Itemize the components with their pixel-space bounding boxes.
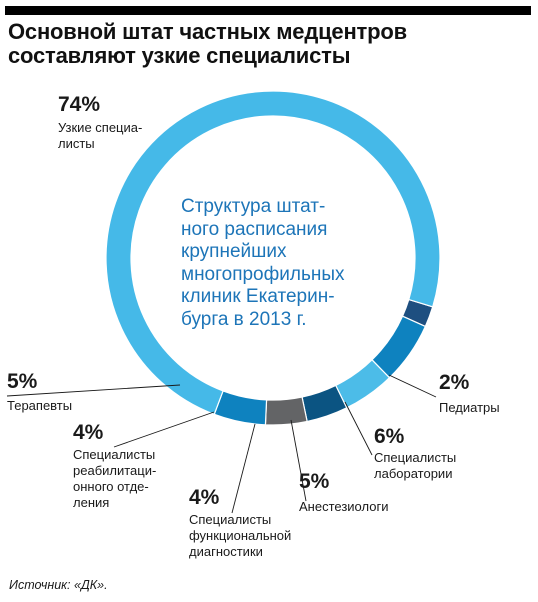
center-caption-line: ного расписания [181,218,328,240]
slice-category-label: функциональной [189,528,291,543]
slice-category-label: Специалисты [189,512,271,527]
donut-center-caption: Структура штат- ного расписания крупнейш… [181,196,367,331]
source-note: Источник: «ДК». [9,578,108,592]
slice-category-label: реабилитаци- [73,463,156,478]
slice-value-label: 2% [439,371,470,394]
slice-category-label: Терапевты [7,398,72,413]
leader-line [344,401,373,456]
slice-value-label: 5% [7,370,38,393]
donut-slice [213,390,268,426]
leader-line [6,384,181,397]
slice-category-label: Специалисты [374,450,456,465]
slice-category-label: Анестезиологи [299,499,388,514]
slice-value-label: 5% [299,470,330,493]
slice-value-label: 74% [58,93,100,116]
leader-line [113,411,215,448]
center-caption-line: бурга в 2013 г. [181,308,307,330]
slice-category-label: Педиатры [439,400,500,415]
center-caption-line: клиник Екатерин- [181,286,335,307]
slice-labels: 2%Педиатры6%Специалистылаборатории5%Анес… [7,93,500,559]
slice-category-label: ления [73,495,109,510]
donut-slice [105,90,441,416]
slice-category-label: листы [58,136,95,151]
leader-line [388,374,437,398]
slice-value-label: 6% [374,425,405,448]
center-caption-line: Структура штат- [181,196,326,217]
header-rule [5,6,531,15]
leader-line [231,423,256,514]
slice-category-label: онного отде- [73,479,149,494]
slice-value-label: 4% [189,486,220,509]
chart-title: Основной штат частных медцентров составл… [8,20,528,68]
donut-slices [105,90,441,426]
leader-line [290,419,307,502]
slice-value-label: 4% [73,421,104,444]
chart-title-line-2: составляют узкие специалисты [8,43,351,68]
leader-lines [6,374,437,514]
slice-category-label: лаборатории [374,466,452,481]
center-caption-line: крупнейших [181,241,287,262]
slice-category-label: диагностики [189,544,263,559]
slice-category-label: Специалисты [73,447,155,462]
donut-slice [264,396,308,426]
chart-title-line-1: Основной штат частных медцентров [8,19,407,44]
slice-category-label: Узкие специа- [58,120,142,135]
center-caption-line: многопрофильных [181,263,345,285]
